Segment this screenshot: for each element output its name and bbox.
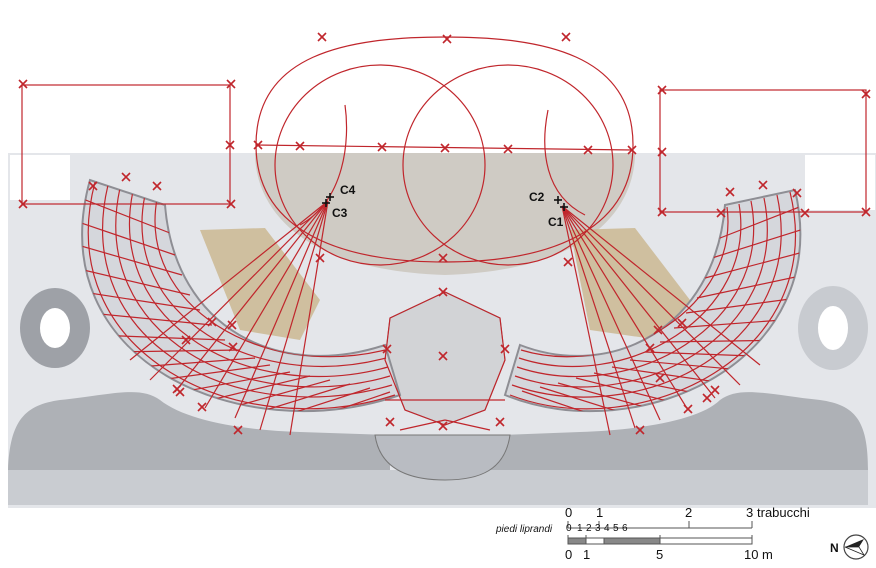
trabucchi-tick-3: 3: [746, 505, 754, 520]
piedi-tick-4: 4: [604, 523, 610, 534]
survey-point-marker: [152, 181, 162, 191]
survey-point-marker: [758, 180, 768, 190]
point-label-c2: C2: [529, 190, 545, 204]
north-arrow-icon: [843, 534, 869, 560]
survey-point-marker: [438, 287, 448, 297]
c3-cross: [322, 199, 330, 207]
right-ring-arcs: [509, 191, 801, 412]
piedi-tick-1: 1: [577, 523, 583, 534]
survey-point-marker: [226, 199, 236, 209]
floor-plan-background: [8, 153, 876, 508]
piedi-label: piedi liprandi: [496, 524, 553, 535]
survey-point-marker: [88, 181, 98, 191]
survey-point-marker: [655, 373, 665, 383]
survey-point-marker: [121, 172, 131, 182]
survey-point-marker: [563, 257, 573, 267]
trabucchi-tick-1: 1: [596, 505, 604, 520]
survey-point-marker: [702, 393, 712, 403]
survey-point-marker: [181, 335, 191, 345]
north-label: N: [830, 541, 839, 555]
meter-tick-10: 10: [744, 547, 759, 562]
survey-point-marker: [503, 144, 513, 154]
survey-point-marker: [228, 342, 238, 352]
point-label-c1: C1: [548, 215, 564, 229]
piedi-tick-0: 0: [566, 523, 572, 534]
meter-tick-5: 5: [656, 547, 664, 562]
piedi-tick-3: 3: [595, 523, 601, 534]
survey-point-marker: [657, 147, 667, 157]
survey-point-marker: [657, 85, 667, 95]
centre-crosses: [322, 193, 568, 211]
point-label-c3: C3: [332, 206, 348, 220]
piedi-tick-5: 5: [613, 523, 619, 534]
c2-cross: [554, 196, 562, 204]
survey-point-marker: [295, 141, 305, 151]
dome-ellipse: [255, 36, 634, 263]
c1-cross: [560, 203, 568, 211]
survey-point-marker: [710, 385, 720, 395]
point-label-c4: C4: [340, 183, 356, 197]
survey-point-marker: [377, 142, 387, 152]
survey-point-marker: [317, 32, 327, 42]
survey-point-marker: [315, 253, 325, 263]
survey-point-marker: [495, 417, 505, 427]
inner-circle-right: [402, 64, 614, 266]
survey-point-marker: [677, 318, 687, 328]
survey-point-marker: [18, 199, 28, 209]
survey-point-marker: [253, 140, 263, 150]
survey-point-marker: [226, 79, 236, 89]
meter-tick-0: 0: [565, 547, 573, 562]
survey-point-marker: [635, 425, 645, 435]
survey-point-marker: [800, 208, 810, 218]
c4-cross: [326, 193, 334, 201]
trabucchi-tick-2: 2: [685, 505, 693, 520]
survey-point-marker: [438, 253, 448, 263]
meter-tick-1: 1: [583, 547, 591, 562]
trabucchi-tick-0: 0: [565, 505, 573, 520]
trabucchi-unit: trabucchi: [757, 505, 810, 520]
survey-markers: [18, 32, 871, 435]
survey-point-marker: [561, 32, 571, 42]
survey-point-marker: [382, 344, 392, 354]
survey-point-marker: [792, 188, 802, 198]
survey-point-marker: [440, 143, 450, 153]
survey-point-marker: [725, 187, 735, 197]
piedi-tick-6: 6: [622, 523, 628, 534]
survey-point-marker: [227, 320, 237, 330]
left-rays: [129, 200, 329, 436]
arc-right: [544, 109, 586, 216]
survey-point-marker: [175, 387, 185, 397]
survey-point-marker: [500, 344, 510, 354]
survey-point-marker: [225, 140, 235, 150]
scale-bar-graphics: [567, 521, 753, 545]
survey-point-marker: [861, 89, 871, 99]
survey-point-marker: [233, 425, 243, 435]
survey-point-marker: [683, 404, 693, 414]
survey-point-marker: [583, 145, 593, 155]
survey-point-marker: [385, 417, 395, 427]
survey-point-marker: [442, 34, 452, 44]
survey-point-marker: [438, 421, 448, 431]
survey-point-marker: [716, 208, 726, 218]
piedi-tick-2: 2: [586, 523, 592, 534]
right-rays: [561, 205, 761, 436]
survey-point-marker: [627, 145, 637, 155]
survey-point-marker: [207, 317, 217, 327]
survey-point-marker: [197, 402, 207, 412]
inner-circle-left: [274, 64, 486, 266]
survey-point-marker: [438, 351, 448, 361]
survey-point-marker: [645, 343, 655, 353]
survey-point-marker: [653, 325, 663, 335]
survey-point-marker: [18, 79, 28, 89]
survey-point-marker: [657, 207, 667, 217]
meter-unit: m: [762, 547, 773, 562]
survey-point-marker: [861, 207, 871, 217]
